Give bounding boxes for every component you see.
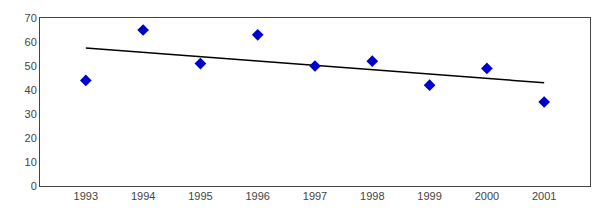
svg-text:40: 40	[25, 84, 37, 96]
svg-text:60: 60	[25, 36, 37, 48]
svg-text:20: 20	[25, 132, 37, 144]
svg-text:1993: 1993	[74, 190, 98, 202]
svg-text:1999: 1999	[417, 190, 441, 202]
svg-text:30: 30	[25, 108, 37, 120]
svg-text:2000: 2000	[475, 190, 499, 202]
svg-text:10: 10	[25, 156, 37, 168]
svg-text:1995: 1995	[188, 190, 212, 202]
svg-text:1994: 1994	[131, 190, 155, 202]
svg-text:1997: 1997	[303, 190, 327, 202]
svg-text:50: 50	[25, 60, 37, 72]
svg-text:70: 70	[25, 12, 37, 24]
svg-text:1996: 1996	[245, 190, 269, 202]
svg-text:0: 0	[31, 180, 37, 192]
svg-text:2001: 2001	[532, 190, 556, 202]
svg-text:1998: 1998	[360, 190, 384, 202]
